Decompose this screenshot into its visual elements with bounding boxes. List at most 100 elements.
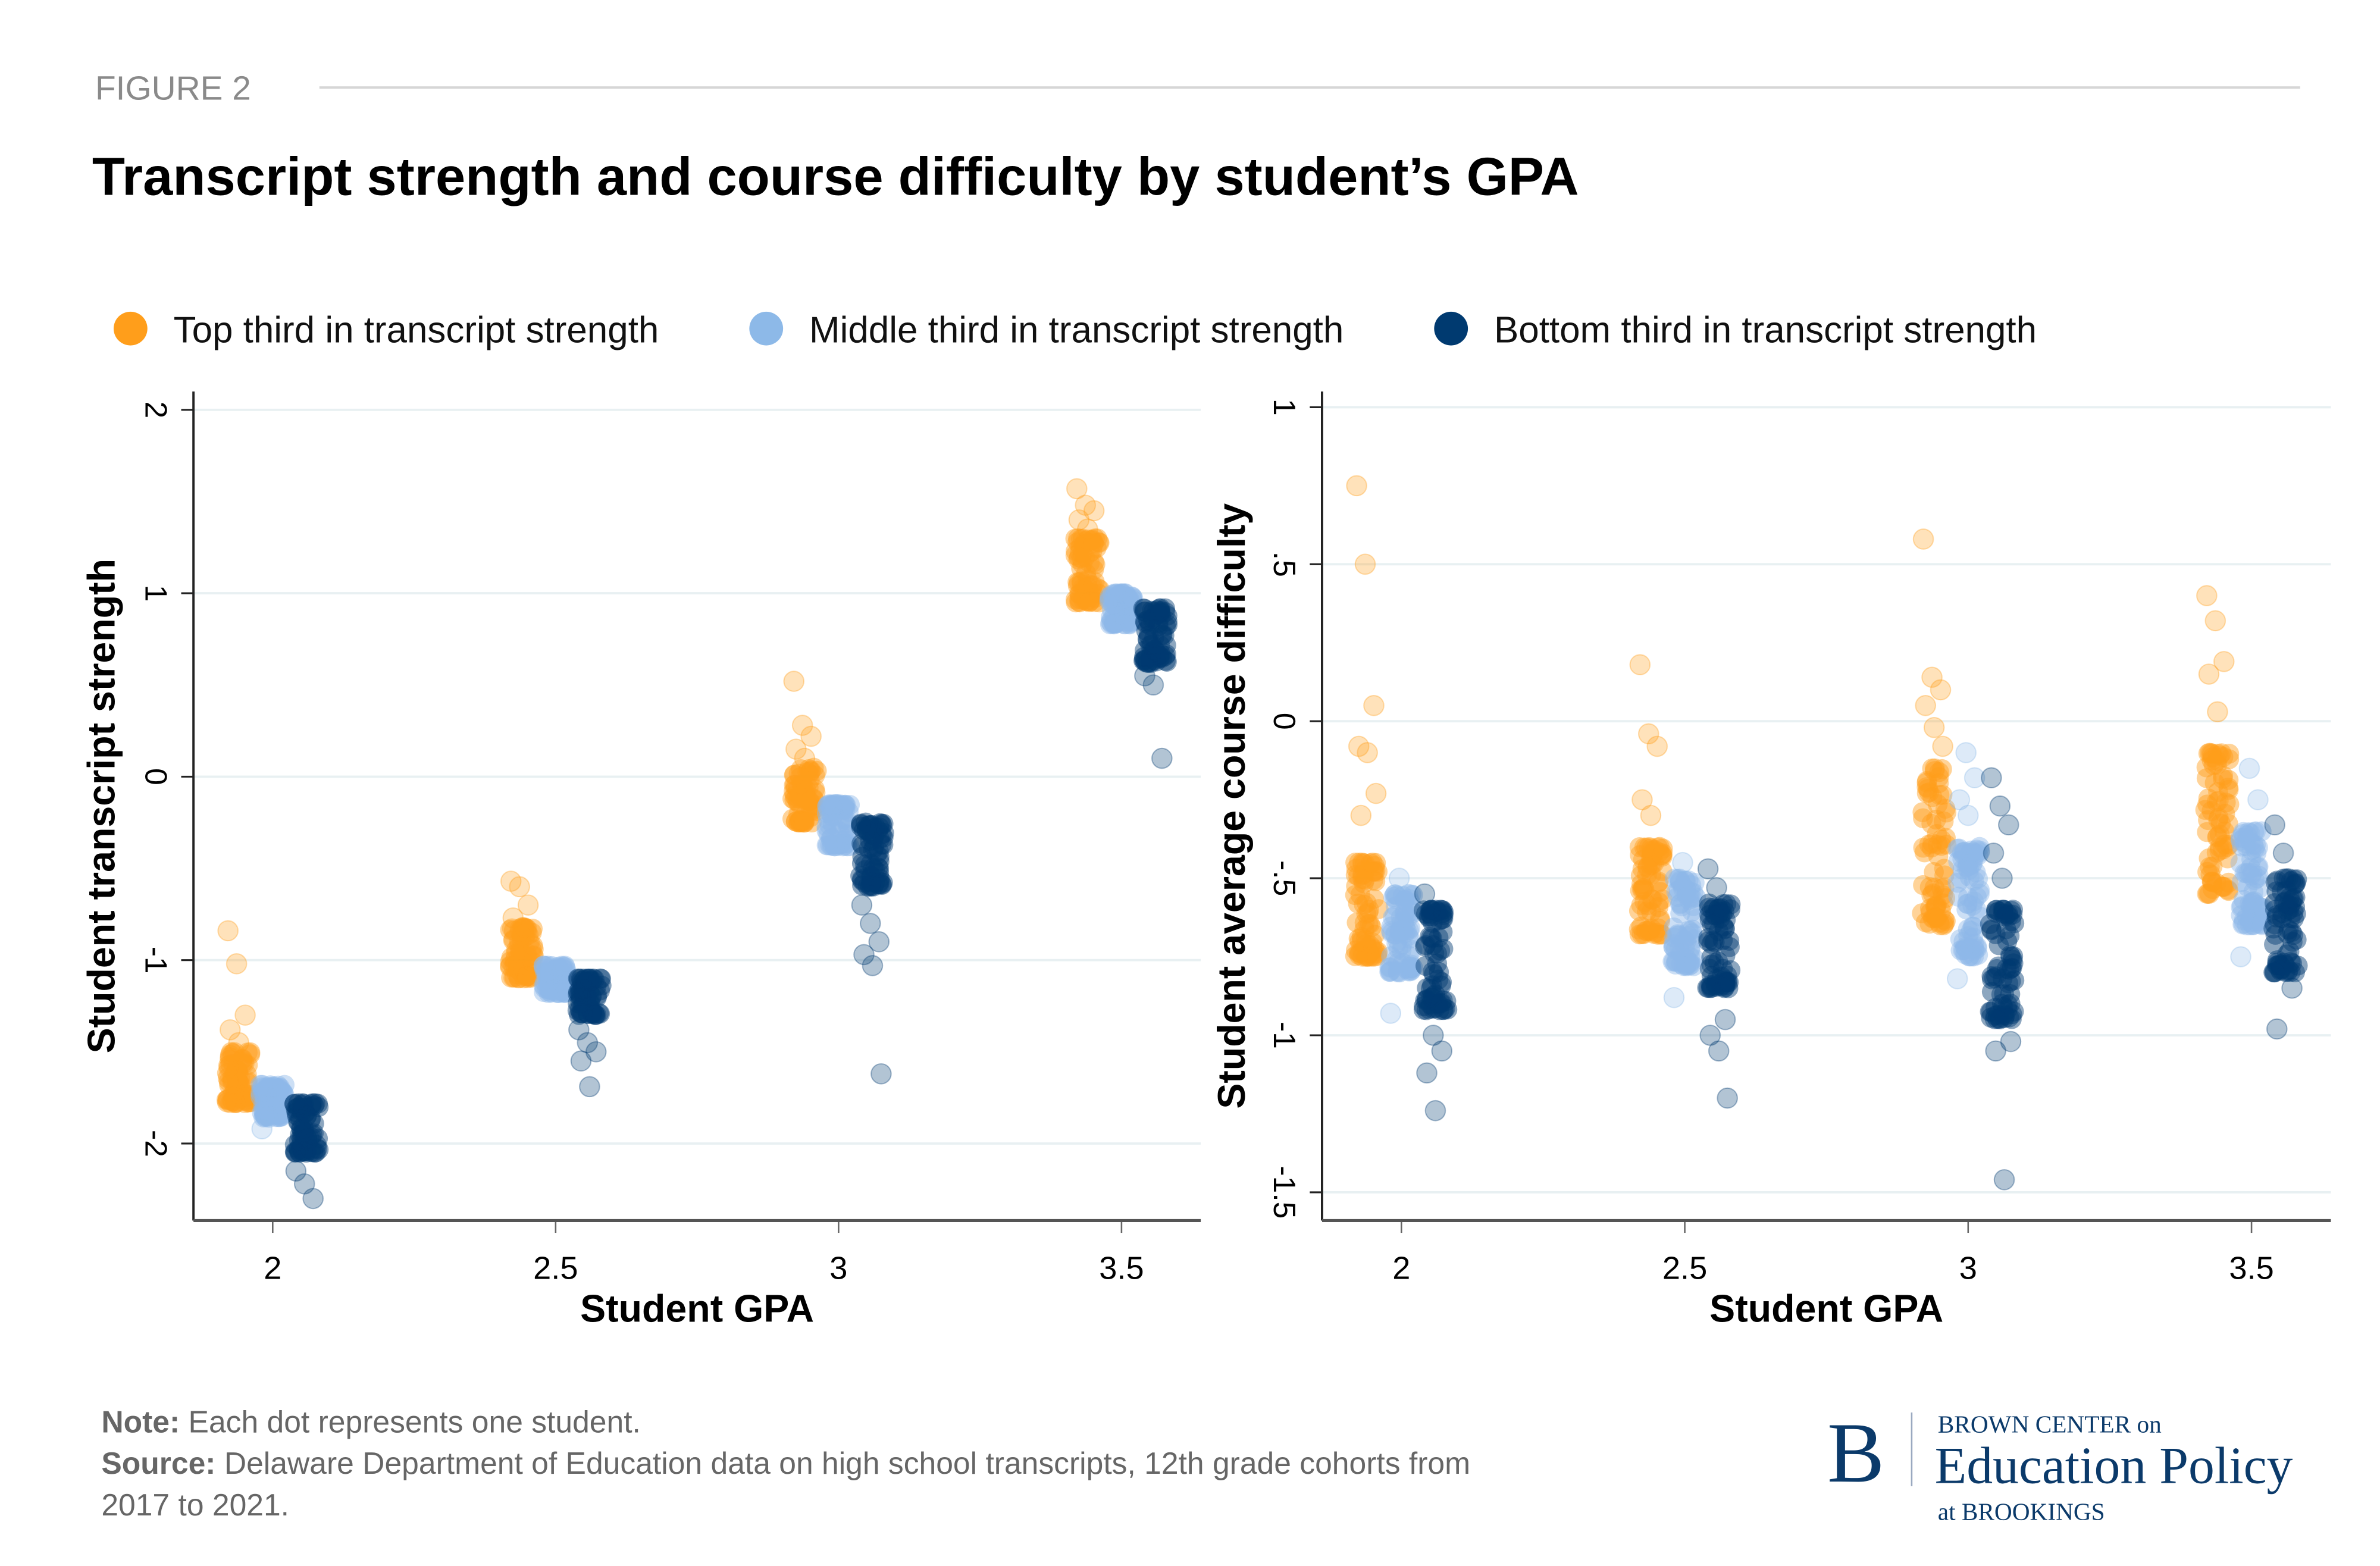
data-point bbox=[1367, 943, 1388, 964]
data-point bbox=[2251, 914, 2272, 935]
data-point bbox=[2231, 897, 2251, 917]
data-point bbox=[1652, 845, 1673, 865]
data-point bbox=[1361, 917, 1382, 937]
data-point bbox=[1708, 898, 1729, 919]
data-point bbox=[1141, 634, 1162, 655]
data-point bbox=[785, 812, 806, 832]
data-point bbox=[1664, 951, 1684, 972]
data-point bbox=[1646, 922, 1667, 943]
data-point bbox=[580, 994, 600, 1014]
data-point bbox=[855, 854, 875, 875]
data-point bbox=[1351, 931, 1372, 951]
data-point bbox=[1713, 894, 1734, 914]
data-point bbox=[856, 819, 877, 840]
data-point bbox=[1669, 868, 1690, 889]
data-point bbox=[1931, 829, 1952, 850]
data-point-outlier bbox=[1915, 695, 1937, 716]
data-point bbox=[1102, 613, 1122, 634]
x-tick-label: 2 bbox=[264, 1250, 281, 1286]
data-point bbox=[1649, 892, 1669, 913]
y-tick-label: -1 bbox=[139, 947, 173, 974]
data-point bbox=[1968, 945, 1988, 965]
data-point bbox=[1403, 903, 1424, 923]
data-point bbox=[2248, 913, 2269, 934]
data-point bbox=[1424, 964, 1444, 985]
data-point bbox=[1666, 881, 1687, 902]
data-point bbox=[824, 836, 845, 857]
data-point bbox=[1632, 879, 1652, 900]
data-point bbox=[1959, 867, 1980, 887]
data-point bbox=[794, 812, 815, 833]
data-point bbox=[578, 1004, 599, 1024]
data-point bbox=[1912, 903, 1932, 923]
data-point bbox=[536, 956, 556, 976]
data-point bbox=[1961, 920, 1981, 941]
data-point-outlier bbox=[2213, 651, 2235, 672]
data-point bbox=[253, 1101, 274, 1122]
data-point-outlier bbox=[1350, 804, 1372, 826]
y-tick-label: 0 bbox=[1267, 713, 1302, 730]
data-point bbox=[2218, 872, 2239, 893]
data-point-outlier bbox=[1431, 1040, 1453, 1062]
data-point bbox=[2237, 877, 2258, 897]
data-point bbox=[2280, 895, 2300, 916]
data-point bbox=[2004, 970, 2025, 991]
data-point bbox=[1697, 978, 1717, 998]
data-point bbox=[870, 813, 891, 834]
source: Source: Delaware Department of Education… bbox=[101, 1446, 1470, 1480]
data-point bbox=[1082, 530, 1103, 550]
data-point bbox=[1966, 887, 1987, 907]
data-point bbox=[820, 794, 840, 815]
data-point bbox=[1401, 956, 1421, 976]
data-point bbox=[222, 1067, 243, 1088]
data-point bbox=[1935, 798, 1956, 819]
data-point bbox=[2209, 837, 2230, 858]
data-point bbox=[1069, 591, 1089, 612]
data-point bbox=[784, 765, 804, 785]
data-point bbox=[1136, 652, 1156, 673]
data-point bbox=[585, 1005, 606, 1025]
data-point bbox=[2230, 828, 2251, 848]
data-point bbox=[1427, 943, 1448, 964]
data-point bbox=[2241, 849, 2262, 870]
data-point bbox=[1360, 914, 1380, 934]
data-point bbox=[1984, 1009, 2005, 1029]
data-point bbox=[1631, 916, 1651, 937]
data-point bbox=[1642, 890, 1663, 910]
data-point bbox=[2216, 792, 2236, 813]
data-point bbox=[2001, 958, 2021, 979]
data-point bbox=[238, 1086, 258, 1107]
data-point bbox=[572, 1003, 593, 1023]
data-point bbox=[1641, 865, 1662, 885]
data-point-outlier bbox=[1930, 679, 1952, 701]
data-point bbox=[538, 983, 559, 1003]
data-point bbox=[1381, 946, 1401, 966]
data-point bbox=[2001, 900, 2021, 921]
data-point bbox=[2211, 743, 2232, 763]
data-point bbox=[1987, 1008, 2008, 1029]
data-point bbox=[1924, 878, 1945, 898]
data-point bbox=[2003, 1001, 2024, 1022]
data-point bbox=[2281, 961, 2301, 982]
data-point bbox=[1701, 975, 1721, 995]
data-point bbox=[268, 1107, 289, 1127]
note-text: Each dot represents one student. bbox=[180, 1405, 641, 1439]
data-point bbox=[1433, 1000, 1454, 1020]
data-point bbox=[286, 1142, 306, 1163]
data-point bbox=[2264, 934, 2284, 955]
data-point bbox=[2281, 871, 2301, 891]
data-point bbox=[1949, 838, 1969, 859]
data-point-outlier bbox=[577, 1032, 599, 1054]
data-point bbox=[837, 823, 857, 844]
data-point bbox=[1699, 893, 1720, 914]
data-point bbox=[838, 801, 859, 822]
data-point bbox=[788, 763, 809, 784]
data-point bbox=[2244, 822, 2265, 842]
data-point bbox=[2282, 953, 2303, 973]
data-point bbox=[1071, 574, 1092, 594]
data-point bbox=[1100, 586, 1120, 607]
data-point bbox=[2284, 869, 2304, 890]
data-point bbox=[572, 996, 593, 1016]
data-point bbox=[829, 834, 849, 854]
data-point bbox=[517, 967, 538, 988]
